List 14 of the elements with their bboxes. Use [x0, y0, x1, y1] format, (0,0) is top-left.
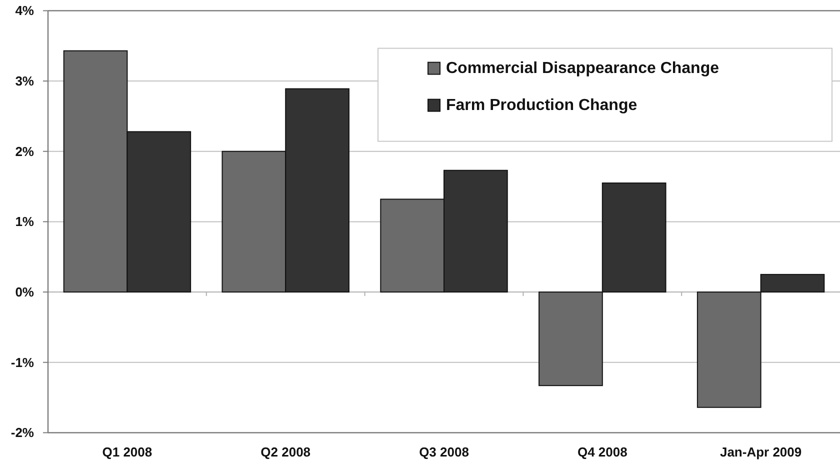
x-tick-label: Q3 2008 [419, 444, 469, 460]
y-tick-label: 1% [15, 214, 34, 230]
x-tick-label: Q1 2008 [102, 444, 152, 460]
y-tick-label: 3% [15, 74, 34, 89]
y-tick-label: 0% [15, 284, 34, 300]
legend-label: Farm Production Change [446, 96, 638, 114]
y-tick-label: -1% [10, 354, 34, 370]
x-tick-label: Jan-Apr 2009 [720, 444, 802, 460]
legend-label: Commercial Disappearance Change [446, 60, 720, 77]
y-tick-label: 4% [15, 3, 34, 18]
y-tick-label: -2% [10, 425, 34, 440]
y-tick-label: 2% [15, 144, 34, 159]
x-tick-label: Q4 2008 [577, 444, 628, 460]
x-tick-label: Q2 2008 [260, 444, 311, 460]
